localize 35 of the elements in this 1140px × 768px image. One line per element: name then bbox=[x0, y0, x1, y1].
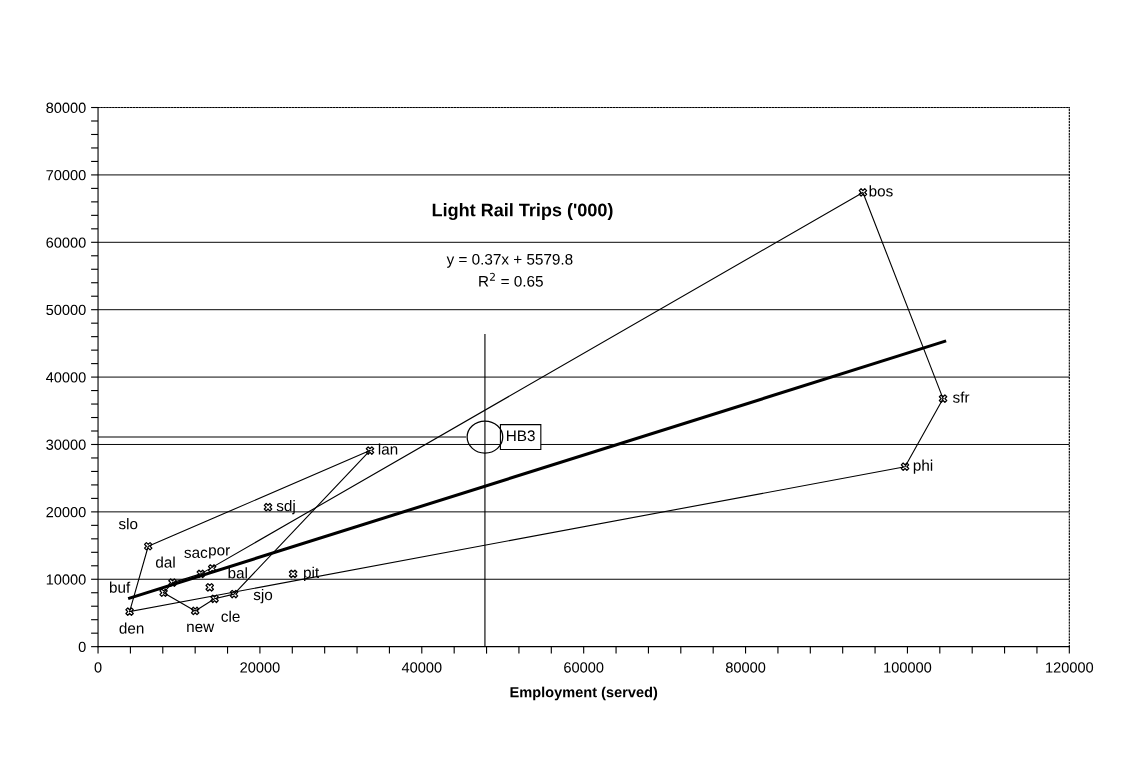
annotation: dal bbox=[155, 556, 175, 568]
x-tick-label: 80000 bbox=[725, 662, 766, 673]
annotation: bos bbox=[869, 185, 893, 197]
y-tick-label: 0 bbox=[78, 641, 86, 653]
x-tick-label: 120000 bbox=[1046, 662, 1094, 673]
x-tick-label: 60000 bbox=[564, 662, 604, 673]
x-tick-label: 0 bbox=[94, 662, 102, 673]
y-tick-label: 70000 bbox=[46, 170, 86, 181]
y-tick-label: 40000 bbox=[46, 372, 86, 383]
annotation: slo bbox=[118, 518, 138, 530]
y-tick-label: 80000 bbox=[46, 102, 86, 113]
x-axis-title: Employment (served) bbox=[510, 686, 658, 701]
annotation: phi bbox=[913, 459, 933, 474]
y-tick-label: 50000 bbox=[46, 304, 86, 316]
y-tick-label: 60000 bbox=[46, 237, 86, 248]
annotation: buf bbox=[109, 581, 131, 593]
annotation: R$^{2}$ = 0.65 bbox=[479, 272, 543, 287]
x-tick-label: 20000 bbox=[240, 662, 280, 673]
annotation: cle bbox=[221, 610, 240, 622]
annotation: bal bbox=[228, 567, 247, 579]
y-tick-label: 20000 bbox=[46, 506, 86, 518]
annotation: new bbox=[187, 623, 215, 633]
annotation: por bbox=[209, 547, 230, 559]
annotation: sfr bbox=[952, 391, 970, 403]
annotation: HB3 bbox=[507, 430, 535, 442]
annotation: lan bbox=[378, 443, 398, 455]
y-tick-label: 30000 bbox=[46, 439, 86, 450]
annotation: sac bbox=[184, 549, 208, 558]
x-tick-label: 100000 bbox=[884, 662, 932, 673]
annotation: den bbox=[119, 622, 144, 634]
text: Light Rail Trips ('000) bbox=[432, 203, 613, 221]
y-tick-label: 10000 bbox=[46, 574, 86, 585]
annotation: y = 0.37x + 5579.8 bbox=[446, 253, 573, 268]
x-tick-label: 40000 bbox=[401, 662, 442, 673]
annotation: sjo bbox=[253, 588, 273, 604]
